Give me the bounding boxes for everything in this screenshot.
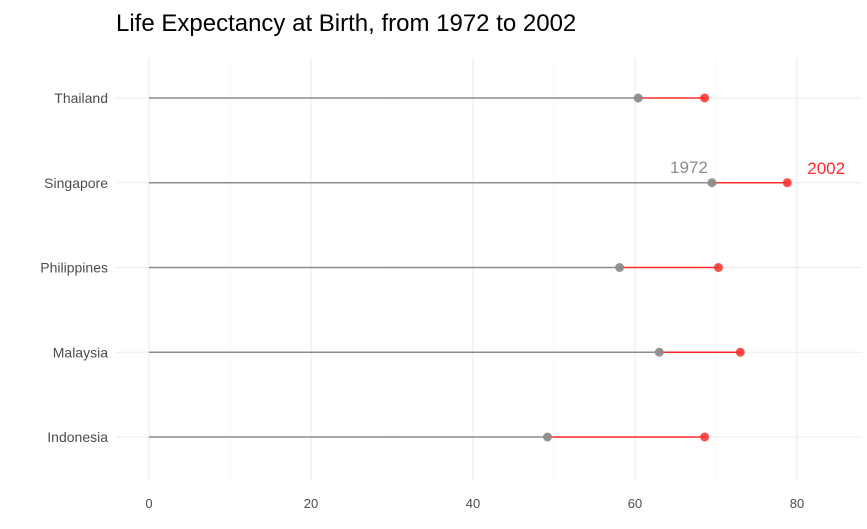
y-tick-label: Singapore [44, 175, 108, 191]
point-1972 [615, 263, 625, 272]
point-1972 [633, 93, 643, 103]
x-tick-label: 80 [790, 496, 804, 511]
point-2002 [700, 432, 710, 442]
y-tick-label: Philippines [40, 260, 108, 276]
point-1972 [543, 432, 553, 442]
axis-layer: 0 20 40 60 80 Indonesia Malaysia Philippines Sin… [40, 90, 804, 511]
x-tick-label: 40 [466, 496, 480, 511]
y-tick-label: Malaysia [53, 344, 108, 360]
y-tick-label: Indonesia [47, 429, 108, 445]
point-2002 [782, 178, 792, 188]
point-1972 [654, 347, 664, 357]
y-tick-label: Thailand [54, 90, 108, 106]
point-2002 [700, 93, 710, 103]
mark-layer [149, 93, 792, 442]
point-1972 [707, 178, 717, 188]
point-2002 [713, 263, 723, 272]
x-tick-label: 20 [304, 496, 318, 511]
annotation-label-1972: 1972 [670, 158, 708, 177]
point-2002 [735, 347, 745, 357]
chart-title: Life Expectancy at Birth, from 1972 to 2… [116, 10, 577, 37]
x-tick-label: 60 [628, 496, 642, 511]
grid-layer [116, 58, 862, 480]
annotation-layer: 1972 2002 [670, 158, 845, 178]
x-tick-label: 0 [145, 496, 152, 511]
annotation-label-2002: 2002 [807, 159, 845, 178]
